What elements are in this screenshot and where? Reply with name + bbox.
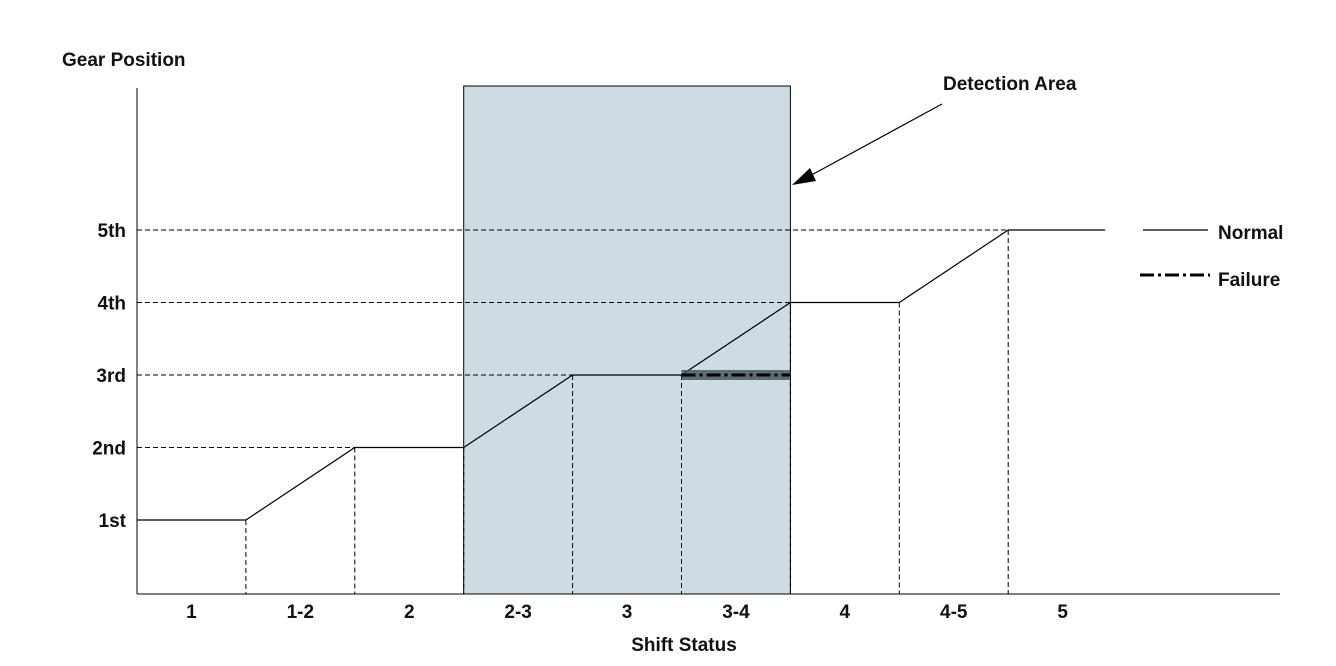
x-axis-title: Shift Status [631,635,737,656]
x-tick-label: 3-4 [722,602,750,623]
legend-failure-label: Failure [1218,270,1280,291]
y-tick-label: 5th [98,221,127,242]
x-tick-label: 4-5 [940,602,968,623]
x-tick-label: 1-2 [287,602,314,623]
detection-area-label: Detection Area [943,74,1077,95]
x-tick-label: 4 [840,602,851,623]
legend-normal-label: Normal [1218,223,1283,244]
detection-arrow-line [805,103,943,179]
x-tick-label: 2-3 [504,602,531,623]
y-tick-label: 3rd [96,366,126,387]
x-tick-labels: 1 1-2 2 2-3 3 3-4 4 4-5 5 [186,602,1068,623]
x-tick-label: 3 [622,602,633,623]
normal-series [137,229,1106,521]
y-tick-label: 1st [99,511,127,532]
detection-area [463,85,791,595]
y-tick-labels: 1st 2nd 3rd 4th 5th [92,221,126,532]
x-tick-label: 1 [186,602,197,623]
detection-arrow-head [792,168,816,185]
y-axis-title: Gear Position [62,50,186,71]
x-tick-label: 2 [404,602,415,623]
gridlines [137,229,1009,594]
y-tick-label: 4th [98,294,127,315]
x-tick-label: 5 [1057,602,1068,623]
y-tick-label: 2nd [92,439,126,460]
normal-series-line [137,229,1106,521]
legend: Normal Failure [1140,223,1283,291]
